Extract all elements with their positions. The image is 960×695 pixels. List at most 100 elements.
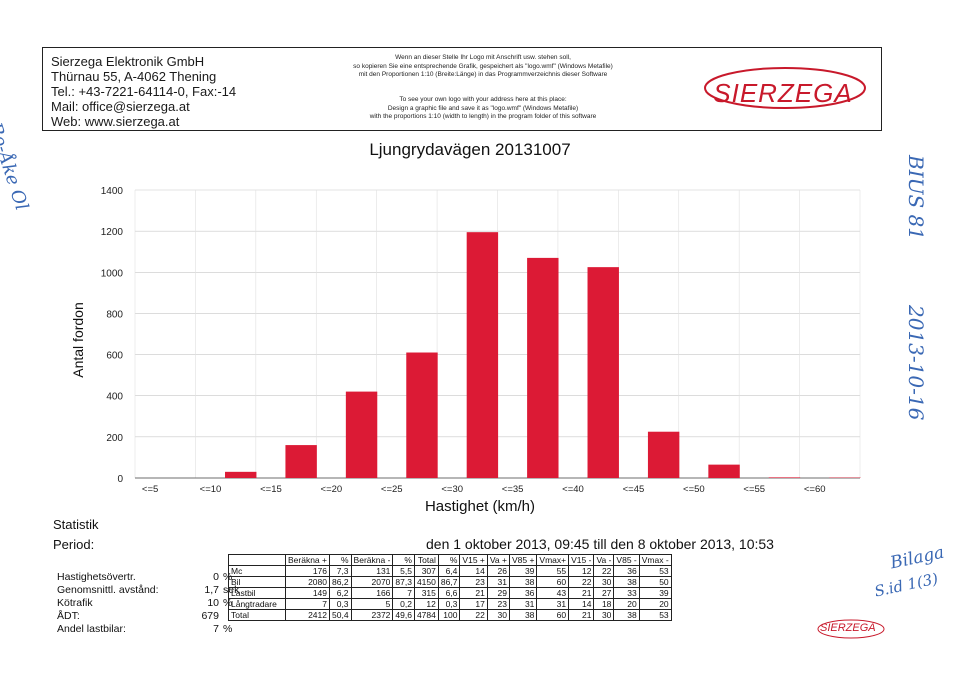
chart-bar [708,464,740,478]
handwritten-code: BIUS 81 [904,155,928,240]
logo-note-english: To see your own logo with your address h… [283,96,683,122]
table-cell: 2372 [350,609,394,621]
table-header-cell: % [329,554,352,566]
y-tick-label: 200 [106,433,123,444]
statistik-heading: Statistik [53,517,99,532]
note-line: mit den Proportionen 1:10 (Breite:Länge)… [358,71,608,78]
table-row-category: Mc [228,565,286,577]
note-line: Wenn an dieser Stelle Ihr Logo mit Ansch… [395,54,571,61]
table-cell: 14 [459,565,488,577]
footer-logo-text: SIERZEGA [820,622,876,634]
table-header-cell: % [392,554,415,566]
x-axis-label: Hastighet (km/h) [424,498,536,515]
table-cell: 30 [593,609,615,621]
table-cell: 2080 [285,576,330,588]
table-cell: 38 [613,576,640,588]
logo-swoosh-icon [704,67,866,109]
table-header-cell: Vmax - [638,554,672,566]
company-name: Sierzega Elektronik GmbH [51,54,205,69]
sierzega-logo: SIERZEGA [703,64,873,112]
table-cell: 6,4 [437,565,461,577]
table-cell: 307 [413,565,439,577]
table-cell: 36 [613,565,640,577]
note-line: To see your own logo with your address h… [399,96,567,103]
table-header-cell: V85 - [613,554,640,566]
table-cell: 36 [508,587,538,599]
x-tick-label: <=60 [804,484,826,495]
table-row-category: Långtradare [228,598,286,610]
chart-bar [406,352,438,478]
table-cell: 38 [613,609,640,621]
chart-bar [527,257,559,478]
x-tick-label: <=5 [142,484,158,495]
y-tick-label: 1000 [101,268,124,279]
handwritten-signature: Bo-Åke Ol [0,120,33,213]
handwritten-page: S.id 1(3) [872,569,940,601]
table-header-cell: % [437,554,461,566]
table-cell: 21 [568,587,595,599]
y-tick-label: 400 [106,392,123,403]
chart-bar [768,477,801,478]
table-cell: 23 [486,598,510,610]
table-header-cell: V15 + [459,554,488,566]
note-line: Design a graphic file and save it as "lo… [387,104,579,112]
table-cell: 33 [613,587,640,599]
table-cell: 131 [350,565,394,577]
chart-bar [225,471,257,478]
table-cell: 30 [486,609,510,621]
table-row: Lastbil 149 6,2 166 7 315 6,6 21 29 36 43 21 27 33 39 [228,587,672,599]
table-cell: 4150 [413,576,439,588]
table-cell: 22 [459,609,488,621]
company-address: Sierzega Elektronik GmbH Thürnau 55, A-4… [51,54,236,129]
table-cell: 86,7 [437,576,461,588]
table-header-cell: Vmax+ [536,554,570,566]
table-cell: 12 [413,598,439,610]
table-cell: 53 [638,565,672,577]
table-cell: 31 [486,576,510,588]
handwritten-date: 2013-10-16 [904,305,928,421]
y-tick-label: 800 [106,309,123,320]
table-cell: 27 [593,587,615,599]
table-cell: 26 [486,565,510,577]
period-value: den 1 oktober 2013, 09:45 till den 8 okt… [426,536,774,552]
table-header-cell: Total [413,554,439,566]
table-cell: 55 [536,565,570,577]
table-header-cell: V15 - [568,554,595,566]
table-cell: 43 [536,587,570,599]
table-cell: 22 [593,565,615,577]
logo-note-german: Wenn an dieser Stelle Ihr Logo mit Ansch… [283,54,683,80]
table-cell: 21 [459,587,488,599]
table-cell: 21 [568,609,595,621]
table-header-cell: Beräkna - [350,554,394,566]
table-cell: 2412 [285,609,330,621]
footer-logo: SIERZEGA [816,618,886,640]
table-cell: 7 [392,587,415,599]
handwritten-bilaga: Bilaga [888,542,947,574]
table-cell: 6,6 [437,587,461,599]
chart-title: Ljungrydavägen 20131007 [369,140,571,159]
logo-text: SIERZEGA [713,78,853,108]
table-cell: 39 [508,565,538,577]
table-cell: 22 [568,576,595,588]
table-cell: 60 [536,609,570,621]
summary-label: Hastighetsövertr. [57,571,136,583]
company-street: Thürnau 55, A-4062 Thening [51,69,217,84]
summary-value: 7 [213,623,219,635]
table-cell: 6,2 [329,587,352,599]
table-cell: 166 [350,587,394,599]
summary-label: Genomsnittl. avstånd: [57,584,159,596]
table-cell: 149 [285,587,330,599]
table-header-cell: V85 + [508,554,538,566]
table-cell: 60 [536,576,570,588]
table-cell: 23 [459,576,488,588]
table-cell: 12 [568,565,595,577]
table-cell: 0,3 [329,598,352,610]
chart-bar [345,391,378,478]
table-cell: 50,4 [329,609,352,621]
chart-bar [285,445,317,478]
table-cell: 49,6 [392,609,415,621]
table-cell: 87,3 [392,576,415,588]
summary-label: Kötrafik [57,597,93,609]
summary-label: ÅDT: [57,610,80,622]
summary-unit: % [223,571,233,583]
